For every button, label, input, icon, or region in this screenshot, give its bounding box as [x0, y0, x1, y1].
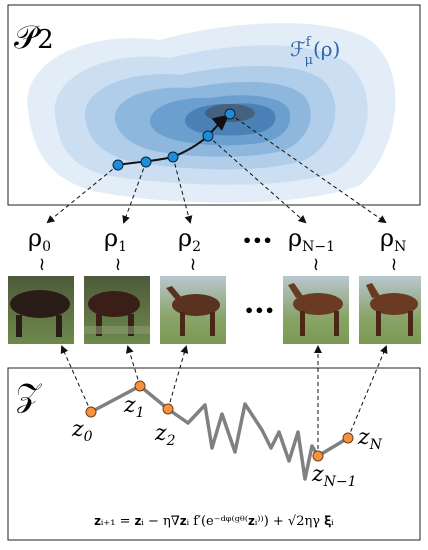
label: N−1 [323, 474, 357, 490]
shape: z1 [123, 393, 145, 421]
label: ρ [288, 224, 302, 252]
shape [16, 315, 22, 337]
label: z [123, 393, 136, 418]
shape [84, 276, 150, 344]
shape: z2 [154, 421, 176, 449]
shape [207, 135, 307, 224]
label: N−1 [302, 239, 335, 255]
label: z [311, 462, 324, 487]
label: N [394, 239, 406, 255]
shape [166, 286, 182, 300]
shape [122, 161, 147, 224]
latent-label: 𝒵 [16, 376, 42, 414]
update-equation: 𝐳ᵢ₊₁ = 𝐳ᵢ − η∇𝐳ᵢ f′(e⁻ᵈᵠ⁽ᵍᶿ⁽𝐳ᵢ⁾⁾) + √2ηγ… [94, 514, 334, 529]
shape: z0 [71, 417, 93, 445]
label: 𝒫 [14, 18, 41, 56]
functional-label: ℱf μ(ρ) [290, 35, 340, 68]
shape [85, 406, 97, 418]
shape [128, 314, 134, 336]
label: z [357, 425, 370, 450]
shape: zN [357, 425, 383, 453]
shape [342, 432, 354, 444]
bottom-panel [7, 367, 421, 541]
shape: zN−1 [311, 462, 356, 490]
particles [112, 108, 236, 171]
shape [60, 345, 92, 413]
label: 0 [42, 239, 51, 255]
shape [224, 108, 236, 120]
shape [408, 311, 413, 336]
shape [293, 293, 343, 315]
shape [88, 291, 140, 317]
label: 2 [166, 433, 176, 449]
shape [167, 345, 189, 410]
z-labels: z0 z1 z2 zN−1 zN [71, 393, 383, 490]
shape [56, 315, 62, 337]
image-connectors [60, 345, 388, 456]
label: ≀ [39, 254, 46, 275]
shape: ρ0 [28, 224, 51, 255]
shape [370, 293, 418, 315]
wreath-row: ≀ ≀ ≀ ≀ ≀ [39, 254, 398, 275]
space-label: 𝒫2 [14, 18, 54, 56]
label: ℱ [290, 37, 306, 61]
shape [180, 312, 185, 336]
label: ≀ [115, 254, 122, 275]
label: ρ [104, 224, 118, 252]
langevin-path [90, 384, 349, 481]
shape [160, 276, 226, 344]
shape [359, 276, 421, 344]
label: ≀ [313, 254, 320, 275]
sample-images: ••• [8, 276, 421, 344]
shape [140, 156, 152, 168]
label: ≀ [391, 254, 398, 275]
label: 0 [84, 429, 93, 445]
shape [334, 311, 339, 336]
shape [210, 312, 215, 336]
shape: ρN [380, 224, 406, 255]
label: z [71, 417, 84, 442]
label: (ρ) [313, 37, 340, 61]
label: 2 [192, 239, 201, 255]
label: ρ [28, 224, 42, 252]
shape [84, 326, 150, 334]
shape [172, 294, 220, 316]
shape [229, 113, 387, 224]
shape [167, 151, 179, 163]
shape [112, 159, 124, 171]
rho-row: ρ0 ρ1 ρ2 ••• ρN−1 ρN [28, 224, 406, 255]
shape [8, 276, 74, 344]
shape [300, 311, 305, 336]
label: 1 [118, 239, 127, 255]
shape [96, 314, 102, 336]
label: f [306, 35, 312, 50]
shape [202, 130, 214, 142]
label: z [154, 421, 167, 446]
shape: ρ1 [104, 224, 127, 255]
shape: ρN−1 [288, 224, 335, 255]
shape [376, 311, 381, 336]
shape: ρ2 [178, 224, 201, 255]
label: ••• [244, 301, 275, 320]
shape [162, 403, 174, 415]
label: N [369, 437, 383, 453]
shape [10, 290, 70, 318]
label: ••• [242, 231, 273, 250]
shape [366, 283, 380, 298]
connectors [46, 113, 387, 224]
shape [134, 380, 146, 392]
latent-points [85, 380, 354, 462]
label: 2 [37, 25, 54, 55]
label: ρ [380, 224, 394, 252]
shape [46, 164, 119, 224]
label: ρ [178, 224, 192, 252]
label: μ [305, 53, 313, 68]
shape [288, 283, 303, 298]
label: ≀ [190, 254, 197, 275]
shape [347, 345, 388, 439]
shape [283, 276, 349, 344]
shape [312, 450, 324, 462]
label: 1 [136, 405, 145, 421]
